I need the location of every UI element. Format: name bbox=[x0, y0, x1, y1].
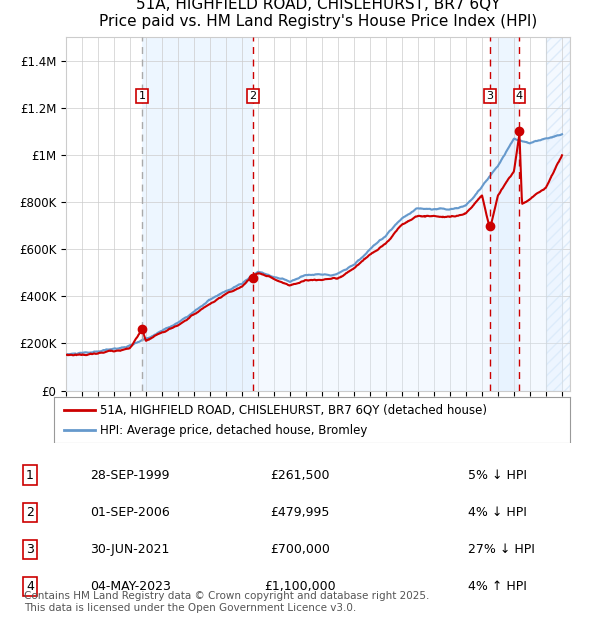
Text: 2: 2 bbox=[26, 506, 34, 519]
Text: 04-MAY-2023: 04-MAY-2023 bbox=[90, 580, 171, 593]
Text: 01-SEP-2006: 01-SEP-2006 bbox=[90, 506, 170, 519]
Text: 1: 1 bbox=[26, 469, 34, 482]
Text: 5% ↓ HPI: 5% ↓ HPI bbox=[468, 469, 527, 482]
Bar bbox=[142, 37, 253, 391]
Text: 2: 2 bbox=[249, 91, 256, 101]
Text: 4% ↓ HPI: 4% ↓ HPI bbox=[468, 506, 527, 519]
Title: 51A, HIGHFIELD ROAD, CHISLEHURST, BR7 6QY
Price paid vs. HM Land Registry's Hous: 51A, HIGHFIELD ROAD, CHISLEHURST, BR7 6Q… bbox=[99, 0, 537, 29]
Bar bbox=[490, 37, 520, 391]
Text: 27% ↓ HPI: 27% ↓ HPI bbox=[468, 543, 535, 556]
Text: £1,100,000: £1,100,000 bbox=[264, 580, 336, 593]
Text: £261,500: £261,500 bbox=[270, 469, 330, 482]
Text: HPI: Average price, detached house, Bromley: HPI: Average price, detached house, Brom… bbox=[100, 424, 368, 436]
Text: 4: 4 bbox=[26, 580, 34, 593]
Text: 4% ↑ HPI: 4% ↑ HPI bbox=[468, 580, 527, 593]
Text: £479,995: £479,995 bbox=[271, 506, 329, 519]
Text: 51A, HIGHFIELD ROAD, CHISLEHURST, BR7 6QY (detached house): 51A, HIGHFIELD ROAD, CHISLEHURST, BR7 6Q… bbox=[100, 404, 487, 416]
Bar bbox=[546, 37, 570, 391]
Text: 28-SEP-1999: 28-SEP-1999 bbox=[90, 469, 170, 482]
Text: Contains HM Land Registry data © Crown copyright and database right 2025.
This d: Contains HM Land Registry data © Crown c… bbox=[24, 591, 430, 613]
Text: 3: 3 bbox=[26, 543, 34, 556]
Text: 30-JUN-2021: 30-JUN-2021 bbox=[90, 543, 169, 556]
Text: 3: 3 bbox=[487, 91, 494, 101]
Text: 4: 4 bbox=[516, 91, 523, 101]
Text: 1: 1 bbox=[139, 91, 146, 101]
Text: £700,000: £700,000 bbox=[270, 543, 330, 556]
